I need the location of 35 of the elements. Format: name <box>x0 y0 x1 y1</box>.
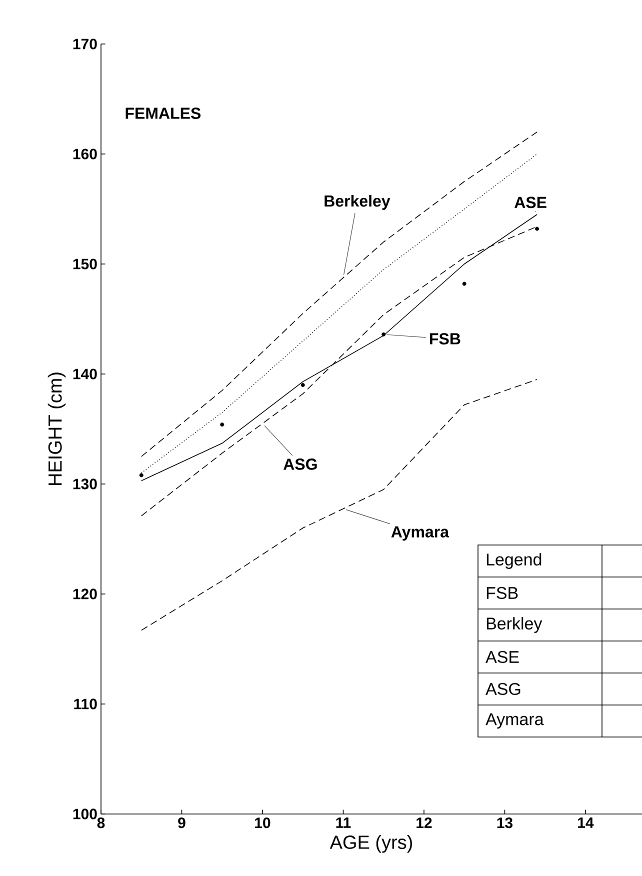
point <box>534 226 539 231</box>
point <box>139 473 144 478</box>
x-tick-label: 12 <box>416 818 432 828</box>
annotation: ASG <box>485 682 520 696</box>
annotation: Aymara <box>485 713 544 729</box>
annotation: FSB <box>430 333 460 344</box>
x-tick-label: 11 <box>336 818 351 828</box>
y-tick-label: 130 <box>73 478 97 490</box>
y-axis-title: HEIGHT (cm) <box>48 372 66 485</box>
annotation: Legend <box>486 553 541 569</box>
y-tick-label: 170 <box>73 38 97 50</box>
annotation: ASE <box>485 650 519 664</box>
x-tick-label: 8 <box>97 818 105 828</box>
y-tick-label: 110 <box>74 698 97 710</box>
y-tick-label: 140 <box>73 368 97 380</box>
annotation: Berkley <box>486 617 542 633</box>
x-tick-label: 9 <box>178 818 186 828</box>
y-tick-label: 160 <box>73 148 97 160</box>
x-tick-label: 10 <box>254 818 270 828</box>
x-tick-label: 14 <box>578 818 594 828</box>
point <box>381 332 386 336</box>
point <box>300 383 305 387</box>
annotation: Berkeley <box>324 194 390 210</box>
annotation: Aymara <box>391 526 449 541</box>
point <box>462 282 466 286</box>
x-tick-label: 13 <box>497 818 512 828</box>
text: FEMALES <box>126 108 200 119</box>
annotation: FSB <box>486 586 518 600</box>
y-tick-label: 150 <box>73 258 97 270</box>
y-tick-label: 120 <box>73 588 97 600</box>
annotation: ASE <box>514 196 546 208</box>
annotation: ASG <box>283 458 317 470</box>
y-tick-label: 100 <box>73 808 97 820</box>
point <box>220 422 224 427</box>
x-axis-title: AGE (yrs) <box>330 835 412 853</box>
